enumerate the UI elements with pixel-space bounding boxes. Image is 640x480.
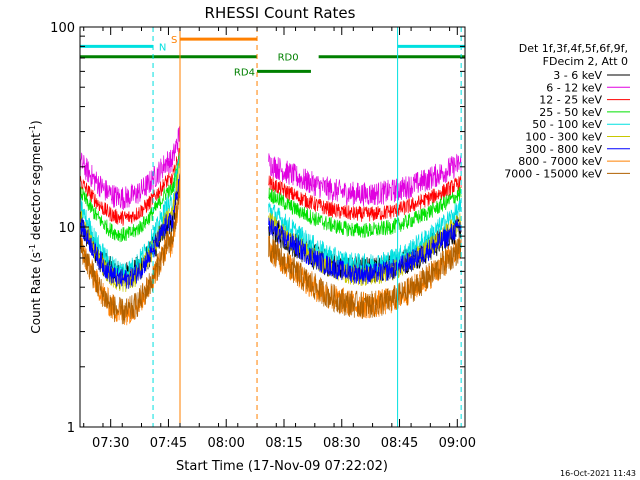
legend-label-1: 6 - 12 keV [546,81,602,94]
x-tick-label: 09:00 [439,436,476,451]
series-line-6 [79,173,462,289]
x-tick-label: 08:15 [265,436,302,451]
y-axis-label-exp2: -1 [28,125,37,133]
y-tick-label: 10 [58,221,75,236]
x-axis-ticks: 07:30 07:45 08:00 08:15 08:30 08:45 09:00 [83,27,476,451]
x-tick-label: 08:45 [381,436,418,451]
flag-label-rd0: RD0 [278,53,299,64]
flag-label-rd4: RD4 [234,67,255,78]
y-tick-label: 100 [50,21,75,36]
y-axis-ticks: 1 10 100 [50,21,465,436]
series-line-1 [79,126,462,210]
y-axis-label-exp1: -1 [28,244,37,252]
legend-label-4: 50 - 100 keV [532,118,602,131]
flag-layer: NS RD0 RD4 [80,35,465,78]
y-tick-label: 1 [67,421,75,436]
x-tick-label: 08:30 [323,436,360,451]
legend-label-7: 800 - 7000 keV [518,155,602,168]
x-axis-label: Start Time (17-Nov-09 07:22:02) [176,459,388,474]
series-line-8 [79,180,462,325]
x-tick-label: 07:30 [92,436,129,451]
flag-label-s: S [171,35,177,46]
footer-timestamp: 16-Oct-2021 11:43 [560,469,636,478]
legend-label-2: 12 - 25 keV [539,94,602,107]
x-tick-label: 08:00 [207,436,244,451]
legend-label-0: 3 - 6 keV [553,69,602,82]
chart-title: RHESSI Count Rates [205,4,356,22]
y-axis-label: Count Rate (s-1 detector segment-1) [28,120,43,333]
legend-label-5: 100 - 300 keV [525,131,602,144]
vline-layer [152,27,462,427]
legend-header-line1: Det 1f,3f,4f,5f,6f,9f, [519,42,628,55]
flag-label-n: N [159,42,166,53]
y-axis-label-end: ) [29,120,43,125]
y-axis-label-part2: detector segment [29,133,43,244]
legend-label-3: 25 - 50 keV [539,106,602,119]
legend-label-8: 7000 - 15000 keV [504,167,602,180]
legend-label-6: 300 - 800 keV [525,143,602,156]
series-line-2 [79,147,462,226]
y-axis-label-part1: Count Rate (s [29,252,43,334]
x-tick-label: 07:45 [150,436,187,451]
legend: Det 1f,3f,4f,5f,6f,9f, FDecim 2, Att 0 3… [504,42,630,180]
legend-header-line2: FDecim 2, Att 0 [543,55,628,68]
series-layer [79,126,462,326]
series-line-3 [79,151,462,243]
